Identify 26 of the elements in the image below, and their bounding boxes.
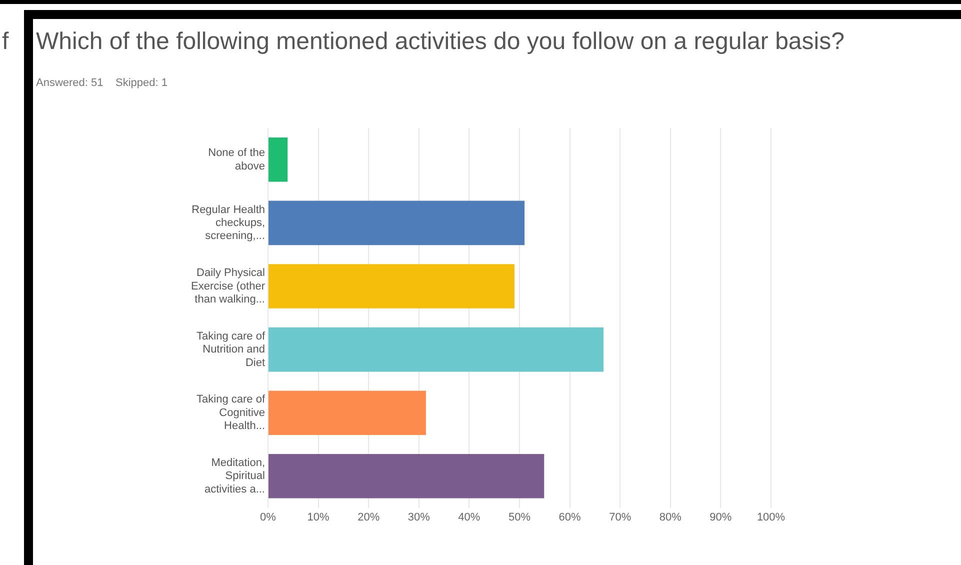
bar — [268, 137, 288, 182]
y-tick-label: Taking care of Nutrition and Diet — [196, 330, 266, 369]
text: f — [2, 28, 9, 56]
bar — [268, 200, 525, 246]
bar — [268, 264, 514, 308]
x-tick-label: 100% — [756, 511, 786, 524]
bar — [268, 390, 426, 436]
chart-title: Which of the following mentioned activities do you follow on a regular basis? — [36, 28, 844, 56]
x-tick-label: 40% — [458, 511, 480, 524]
x-tick-label: 70% — [609, 511, 632, 524]
x-tick-label: 90% — [710, 511, 732, 524]
y-tick-label: Regular Health checkups, screening,... — [192, 204, 265, 242]
x-tick-label: 60% — [558, 511, 582, 524]
x-tick-label: 0% — [260, 511, 276, 524]
x-tick-label: 30% — [408, 511, 430, 524]
x-tick-label: 50% — [508, 511, 531, 524]
x-tick-label: 80% — [659, 511, 682, 524]
y-tick-label: Meditation, Spiritual activities a... — [204, 456, 265, 496]
bar — [268, 327, 604, 372]
x-tick-label: 10% — [307, 511, 330, 524]
y-tick-label: Taking care of Cognitive Health... — [196, 394, 266, 432]
y-tick-label: Daily Physical Exercise (other than walking... — [191, 267, 266, 306]
bar — [268, 454, 544, 498]
x-tick-label: 20% — [358, 511, 380, 524]
y-tick-label: None of the above — [208, 147, 265, 172]
text: Answered: 51 Skipped: 1 — [36, 77, 168, 89]
